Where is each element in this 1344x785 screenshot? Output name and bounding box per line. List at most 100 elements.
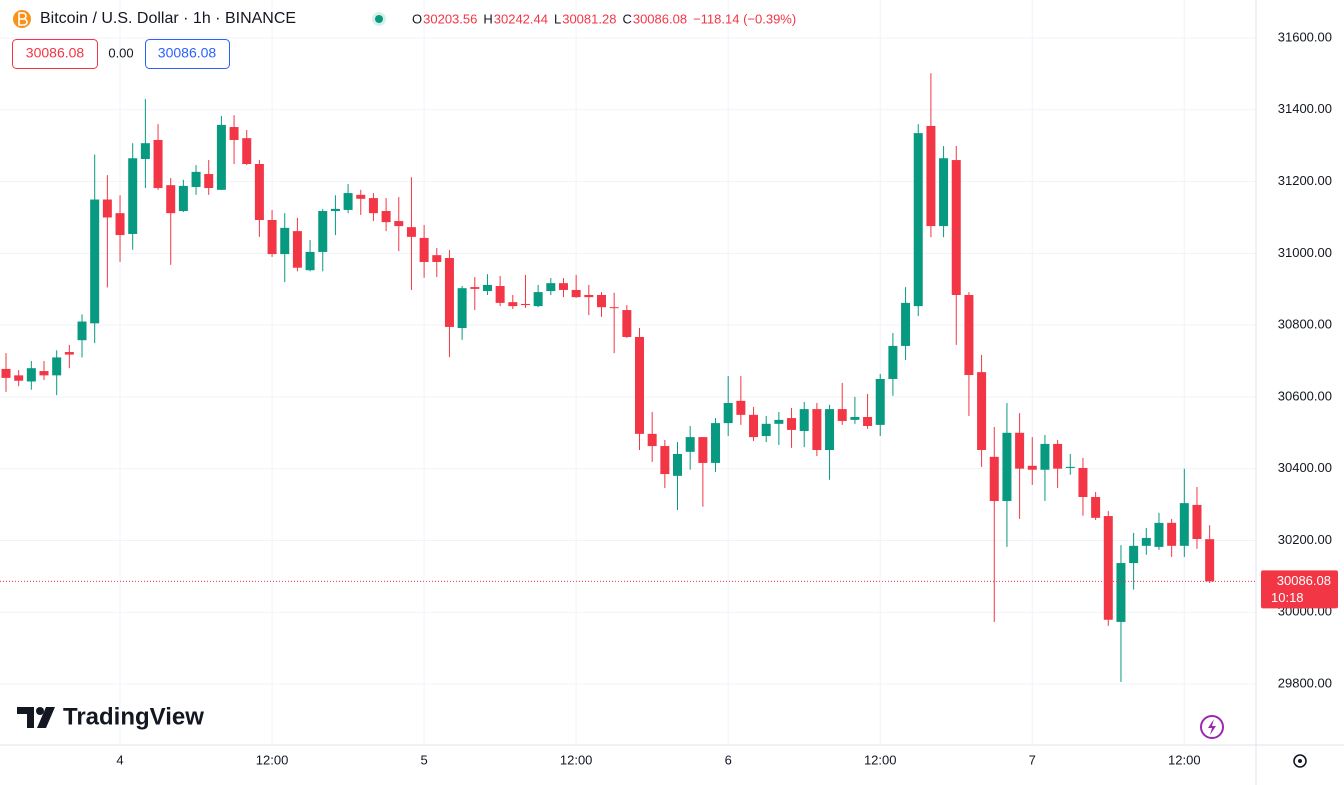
candle-body bbox=[508, 302, 518, 307]
y-tick-label: 30400.00 bbox=[1278, 460, 1332, 475]
candle-body bbox=[330, 208, 340, 212]
candle-body bbox=[520, 303, 530, 306]
candle-body bbox=[90, 199, 100, 324]
candle-body bbox=[14, 375, 24, 381]
candle-body bbox=[596, 294, 606, 308]
candle-body bbox=[153, 139, 163, 189]
candle-body bbox=[546, 283, 556, 292]
candle-body bbox=[533, 292, 543, 307]
candle-body bbox=[635, 336, 644, 434]
candle-body bbox=[825, 409, 835, 451]
y-tick-label: 30800.00 bbox=[1278, 317, 1332, 332]
candle-body bbox=[1141, 537, 1151, 546]
candle-body bbox=[128, 158, 138, 234]
settings-icon[interactable] bbox=[1293, 754, 1307, 768]
candle-body bbox=[761, 423, 771, 437]
x-tick-label: 7 bbox=[1029, 752, 1036, 767]
candle-body bbox=[419, 237, 429, 262]
candle-body bbox=[343, 193, 353, 210]
candle-body bbox=[318, 211, 328, 252]
candle-body bbox=[381, 211, 391, 223]
candle-body bbox=[1015, 432, 1025, 469]
candle-body bbox=[482, 284, 492, 292]
candle-body bbox=[356, 194, 366, 199]
candle-body bbox=[989, 456, 999, 501]
candle-body bbox=[368, 198, 378, 214]
lightning-glyph bbox=[1208, 719, 1216, 735]
candle-body bbox=[863, 416, 873, 426]
candle-body bbox=[850, 416, 860, 420]
x-tick-label: 12:00 bbox=[560, 752, 593, 767]
candle-body bbox=[685, 437, 695, 452]
candle-body bbox=[1091, 497, 1101, 518]
candle-body bbox=[267, 219, 277, 255]
candle-body bbox=[939, 158, 949, 227]
candle-body bbox=[711, 423, 721, 463]
candle-body bbox=[1167, 522, 1177, 546]
candle-body bbox=[166, 185, 176, 214]
bid-value: 30086.08 bbox=[26, 45, 85, 61]
candle-body bbox=[673, 453, 683, 476]
change: −118.14 (−0.39%) bbox=[693, 11, 796, 26]
candle-body bbox=[1116, 563, 1126, 622]
candle-body bbox=[558, 283, 568, 290]
ohlc-label: H bbox=[483, 11, 492, 26]
y-tick-label: 31400.00 bbox=[1278, 101, 1332, 116]
candle-body bbox=[977, 372, 987, 451]
candles bbox=[1, 73, 1215, 682]
ohlc-label: C bbox=[622, 11, 631, 26]
candle-body bbox=[571, 289, 581, 298]
settings-dot bbox=[1298, 759, 1302, 763]
candle-body bbox=[52, 357, 62, 376]
y-tick-label: 31200.00 bbox=[1278, 173, 1332, 188]
x-tick-label: 12:00 bbox=[1168, 752, 1201, 767]
ohlc-label: O bbox=[412, 11, 422, 26]
candle-body bbox=[749, 414, 759, 438]
candle-body bbox=[216, 124, 226, 190]
ohlc-value: 30081.28 bbox=[562, 11, 616, 26]
x-tick-label: 5 bbox=[420, 752, 427, 767]
candle-body bbox=[115, 213, 125, 236]
spread: 0.00 bbox=[108, 45, 133, 60]
status-dot bbox=[375, 15, 383, 23]
candle-body bbox=[77, 321, 87, 341]
candle-body bbox=[787, 418, 797, 430]
logo-part bbox=[37, 707, 55, 728]
y-tick-label: 29800.00 bbox=[1278, 675, 1332, 690]
ask-value: 30086.08 bbox=[158, 45, 217, 61]
candle-body bbox=[1027, 465, 1037, 470]
candle-body bbox=[736, 400, 746, 415]
candle-body bbox=[799, 409, 809, 431]
candle-body bbox=[1192, 504, 1202, 540]
candle-body bbox=[913, 133, 923, 307]
candle-body bbox=[280, 227, 290, 255]
candle-body bbox=[204, 174, 214, 189]
y-tick-label: 31000.00 bbox=[1278, 245, 1332, 260]
candle-body bbox=[926, 125, 936, 227]
candle-body bbox=[812, 409, 822, 451]
candle-body bbox=[964, 294, 974, 376]
candle-body bbox=[1078, 467, 1088, 498]
candle-body bbox=[609, 307, 619, 309]
candle-body bbox=[1154, 522, 1164, 547]
lightning-icon[interactable] bbox=[1200, 715, 1224, 739]
ohlc-label: L bbox=[554, 11, 561, 26]
x-tick-label: 12:00 bbox=[864, 752, 897, 767]
price-label: 30086.08 bbox=[1277, 573, 1331, 588]
candle-body bbox=[457, 288, 467, 329]
ohlc-value: 30203.56 bbox=[423, 11, 477, 26]
bid-box bbox=[12, 39, 98, 69]
logo-text: TradingView bbox=[63, 703, 204, 730]
candle-body bbox=[774, 419, 784, 424]
chart-title: Bitcoin / U.S. Dollar · 1h · BINANCE bbox=[40, 10, 296, 27]
candle-body bbox=[102, 199, 112, 218]
candle-body bbox=[140, 143, 150, 159]
y-tick-label: 30600.00 bbox=[1278, 388, 1332, 403]
candle-body bbox=[723, 403, 733, 424]
candle-body bbox=[1205, 539, 1215, 582]
ohlc-value: 30242.44 bbox=[494, 11, 548, 26]
price-label-box bbox=[1261, 570, 1338, 609]
candle-body bbox=[1065, 466, 1075, 468]
y-tick-label: 31600.00 bbox=[1278, 29, 1332, 44]
